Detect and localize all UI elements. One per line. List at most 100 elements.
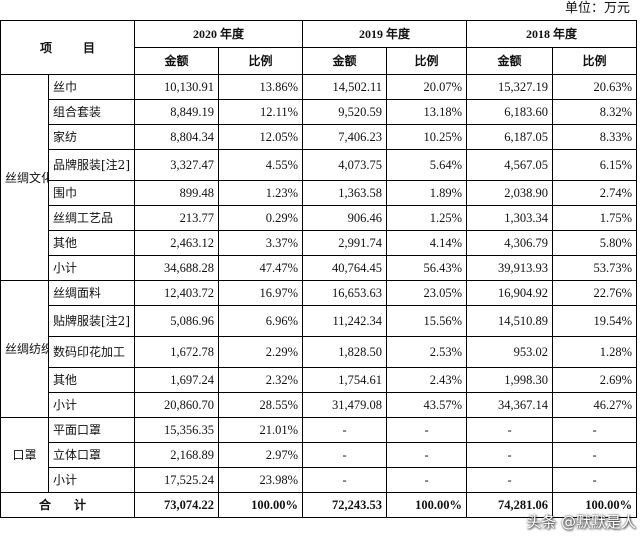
- table-cell: -: [466, 467, 554, 493]
- table-cell: 47.47%: [218, 255, 304, 281]
- table-cell: 17,525.24: [134, 467, 220, 493]
- table-row: 丝绸工艺品 213.77 0.29% 906.46 1.25% 1,303.34 1.75%: [1, 205, 638, 231]
- table-cell: 23.05%: [386, 280, 468, 306]
- table-cell: 10.25%: [386, 124, 468, 150]
- table-cell: 213.77: [134, 205, 220, 231]
- table-row: 小计 17,525.24 23.98% - - - -: [1, 467, 638, 493]
- table-cell: -: [552, 467, 638, 493]
- row-label: 丝绸工艺品: [47, 205, 136, 231]
- table-cell: 16.97%: [218, 280, 304, 306]
- table-cell: 40,764.45: [302, 255, 388, 281]
- table-cell: 15.56%: [386, 305, 468, 337]
- header-year-2019: 2019 年度: [302, 20, 468, 48]
- table-cell: 6.96%: [218, 305, 304, 337]
- table-cell: 4,567.05: [466, 149, 554, 181]
- row-label: 小计: [47, 255, 136, 281]
- row-label: 平面口罩: [47, 417, 136, 443]
- table-row: 其他 1,697.24 2.32% 1,754.61 2.43% 1,998.30 2.69…: [1, 367, 638, 393]
- table-cell: 39,913.93: [466, 255, 554, 281]
- header-ratio: 比例: [552, 47, 638, 75]
- table-cell: 5.80%: [552, 230, 638, 256]
- table-cell: 14,510.89: [466, 305, 554, 337]
- table-cell: 31,479.08: [302, 392, 388, 418]
- table-cell: 1,754.61: [302, 367, 388, 393]
- row-label: 品牌服装[注2]: [47, 149, 136, 181]
- table-cell: 3.37%: [218, 230, 304, 256]
- table-cell: 73,074.22: [134, 492, 220, 518]
- table-cell: 53.73%: [552, 255, 638, 281]
- table-cell: 5.64%: [386, 149, 468, 181]
- table-row: 小计 20,860.70 28.55% 31,479.08 43.57% 34,367.1…: [1, 392, 638, 418]
- header-year-2018: 2018 年度: [466, 20, 638, 48]
- table-cell: 12.05%: [218, 124, 304, 150]
- table-cell: 6,183.60: [466, 99, 554, 125]
- row-label: 丝绸面料: [47, 280, 136, 306]
- row-label: 组合套装: [47, 99, 136, 125]
- table-cell: -: [386, 467, 468, 493]
- table-cell: 2.29%: [218, 336, 304, 368]
- row-label: 家纺: [47, 124, 136, 150]
- table-cell: 1,363.58: [302, 180, 388, 206]
- table-row: 贴牌服装[注2] 5,086.96 6.96% 11,242.34 15.56% 14,5…: [1, 305, 638, 337]
- table-cell: 8.32%: [552, 99, 638, 125]
- table-cell: 953.02: [466, 336, 554, 368]
- header-amount: 金额: [466, 47, 554, 75]
- header-row-columns: 金额 比例 金额 比例 金额 比例: [1, 47, 638, 75]
- table-cell: 20.07%: [386, 74, 468, 100]
- table-cell: 0.29%: [218, 205, 304, 231]
- category-label: 口罩: [0, 417, 49, 493]
- table-cell: 20.63%: [552, 74, 638, 100]
- table-cell: 15,356.35: [134, 417, 220, 443]
- table-cell: 100.00%: [218, 492, 304, 518]
- table-cell: -: [302, 417, 388, 443]
- table-cell: 72,243.53: [302, 492, 388, 518]
- table-cell: -: [386, 442, 468, 468]
- table-cell: 56.43%: [386, 255, 468, 281]
- table-row: 丝绸文化创意品（自有终端品牌）丝巾10,130.9113.86%14,502.1…: [0, 74, 638, 281]
- table-cell: 9,520.59: [302, 99, 388, 125]
- table-cell: 1.25%: [386, 205, 468, 231]
- table-cell: 8,804.34: [134, 124, 220, 150]
- table-cell: 7,406.23: [302, 124, 388, 150]
- category-label: 丝绸纺织制品（非自有终端品牌）: [0, 280, 49, 418]
- table-cell: 906.46: [302, 205, 388, 231]
- table-cell: 2.69%: [552, 367, 638, 393]
- header-year-2020: 2020 年度: [134, 20, 304, 48]
- table-cell: -: [466, 417, 554, 443]
- table-cell: 4,073.75: [302, 149, 388, 181]
- total-row: 合 计 73,074.22 100.00% 72,243.53 100.00% …: [0, 492, 638, 518]
- header-item: 项 目: [0, 20, 136, 75]
- table-cell: 1,672.78: [134, 336, 220, 368]
- table-row: 小计 34,688.28 47.47% 40,764.45 56.43% 39,913.9…: [1, 255, 638, 281]
- row-label: 围巾: [47, 180, 136, 206]
- table-cell: 2,038.90: [466, 180, 554, 206]
- table-row: 其他 2,463.12 3.37% 2,991.74 4.14% 4,306.79 5.80…: [1, 230, 638, 256]
- row-label: 立体口罩: [47, 442, 136, 468]
- table-cell: 14,502.11: [302, 74, 388, 100]
- header-amount: 金额: [302, 47, 388, 75]
- table-cell: 12.11%: [218, 99, 304, 125]
- table-cell: 13.18%: [386, 99, 468, 125]
- header-ratio: 比例: [218, 47, 304, 75]
- table-cell: 74,281.06: [466, 492, 554, 518]
- header-amount: 金额: [134, 47, 220, 75]
- table-cell: 899.48: [134, 180, 220, 206]
- row-label: 小计: [47, 392, 136, 418]
- table-cell: 28.55%: [218, 392, 304, 418]
- table-cell: 2.32%: [218, 367, 304, 393]
- table-cell: 6,187.05: [466, 124, 554, 150]
- table-body: 丝绸文化创意品（自有终端品牌）丝巾10,130.9113.86%14,502.1…: [0, 74, 638, 493]
- table-cell: -: [552, 417, 638, 443]
- table-cell: 46.27%: [552, 392, 638, 418]
- table-cell: -: [552, 442, 638, 468]
- table-cell: 3,327.47: [134, 149, 220, 181]
- table-cell: 1,303.34: [466, 205, 554, 231]
- table-cell: 20,860.70: [134, 392, 220, 418]
- table-cell: 2,991.74: [302, 230, 388, 256]
- table-cell: 16,653.63: [302, 280, 388, 306]
- table-cell: 6.15%: [552, 149, 638, 181]
- table-cell: 8,849.19: [134, 99, 220, 125]
- table-cell: 8.33%: [552, 124, 638, 150]
- unit-label: 单位：万元: [564, 1, 630, 16]
- table-cell: 1,697.24: [134, 367, 220, 393]
